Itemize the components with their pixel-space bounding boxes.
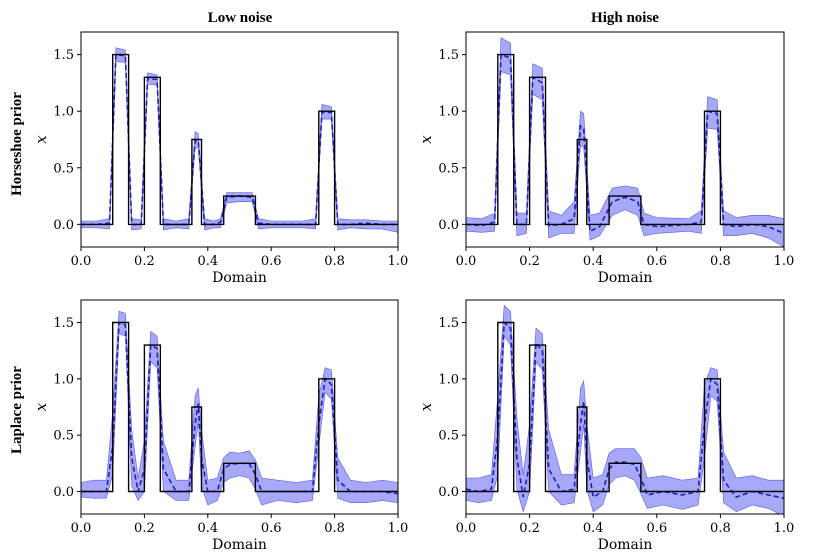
- panels: 0.0 0.2 0.4 0.6 0.8 1.00.00.51.01.5Domainx0.0…: [32, 31, 795, 553]
- x-tick-label: 0.8: [710, 254, 731, 269]
- y-tick-label: 1.5: [438, 48, 459, 63]
- x-tick-label: 0.4: [197, 521, 218, 536]
- x-axis-label: Domain: [212, 270, 267, 286]
- y-axis-label: x: [32, 135, 50, 144]
- x-tick-label: 0.4: [583, 254, 604, 269]
- x-tick-label: 1.0: [774, 521, 795, 536]
- x-tick-label: 1.0: [774, 254, 795, 269]
- axes-frame: [80, 31, 399, 248]
- x-tick-label: 0.8: [710, 521, 731, 536]
- x-tick-label: 0.2: [134, 521, 155, 536]
- y-tick-label: 1.5: [53, 48, 74, 63]
- truth-line: [81, 321, 398, 493]
- x-tick-label: 0.6: [646, 254, 667, 269]
- x-tick-label: 1.0: [388, 521, 409, 536]
- y-tick-label: 0.0: [438, 485, 459, 500]
- row-title-laplace: Laplace prior: [9, 366, 25, 454]
- x-tick-label: 0.6: [261, 254, 282, 269]
- x-tick-label: 0.0: [71, 254, 92, 269]
- axes-frame: [465, 299, 785, 515]
- y-tick-label: 0.5: [438, 429, 459, 444]
- y-tick-label: 1.0: [53, 105, 74, 120]
- x-tick-label: 0.4: [583, 521, 604, 536]
- y-tick-label: 0.5: [438, 161, 459, 176]
- x-axis-label: Domain: [212, 537, 267, 553]
- x-tick-label: 0.2: [519, 254, 540, 269]
- x-tick-label: 0.4: [197, 254, 218, 269]
- plot-area: [81, 47, 398, 233]
- estimate-line: [466, 53, 784, 235]
- axes-frame: [465, 31, 785, 248]
- x-tick-label: 0.8: [324, 521, 345, 536]
- col-title-low-noise: Low noise: [208, 10, 273, 26]
- truth-line: [81, 53, 398, 226]
- y-axis-label: x: [417, 135, 435, 144]
- x-tick-label: 0.0: [71, 521, 92, 536]
- x-tick-label: 0.8: [324, 254, 345, 269]
- panel-1-0: 0.0 0.2 0.4 0.6 0.8 1.0 0.0 0.5 1.0 1.5 Domain x: [32, 299, 409, 553]
- y-tick-label: 0.0: [438, 218, 459, 233]
- y-axis-label: x: [32, 402, 50, 411]
- truth-line: [466, 53, 784, 226]
- y-axis-label: x: [417, 402, 435, 411]
- panel-0-0: 0.0 0.2 0.4 0.6 0.8 1.0 0.0 0.5 1.0 1.5 Domain x: [32, 31, 409, 286]
- x-tick-label: 1.0: [388, 254, 409, 269]
- x-tick-label: 0.2: [519, 521, 540, 536]
- x-tick-label: 0.0: [456, 521, 477, 536]
- y-tick-label: 1.0: [438, 105, 459, 120]
- plot-area: [81, 310, 398, 506]
- col-title-high-noise: High noise: [591, 10, 659, 26]
- y-tick-label: 0.5: [53, 429, 74, 444]
- panel-0-1: 0.0 0.2 0.4 0.6 0.8 1.0 0.0 0.5 1.0 1.5 Domain x: [417, 31, 795, 286]
- y-tick-label: 0.0: [53, 485, 74, 500]
- row-title-horseshoe: Horseshoe prior: [9, 92, 25, 196]
- y-tick-label: 1.5: [438, 316, 459, 331]
- y-tick-label: 1.0: [53, 372, 74, 387]
- y-tick-label: 1.5: [53, 316, 74, 331]
- x-tick-label: 0.0: [456, 254, 477, 269]
- panel-1-1: 0.0 0.2 0.4 0.6 0.8 1.0 0.0 0.5 1.0 1.5 Domain x: [417, 299, 795, 553]
- plot-area: [466, 304, 784, 514]
- plot-area: [466, 37, 784, 247]
- x-tick-label: 0.2: [134, 254, 155, 269]
- y-tick-label: 0.0: [53, 218, 74, 233]
- x-axis-label: Domain: [598, 537, 653, 553]
- x-tick-label: 0.6: [646, 521, 667, 536]
- x-axis-label: Domain: [598, 270, 653, 286]
- axes-frame: [80, 299, 399, 515]
- truth-line: [466, 321, 784, 493]
- y-tick-label: 0.5: [53, 161, 74, 176]
- y-tick-label: 1.0: [438, 372, 459, 387]
- estimate-line: [466, 320, 784, 499]
- x-tick-label: 0.6: [261, 521, 282, 536]
